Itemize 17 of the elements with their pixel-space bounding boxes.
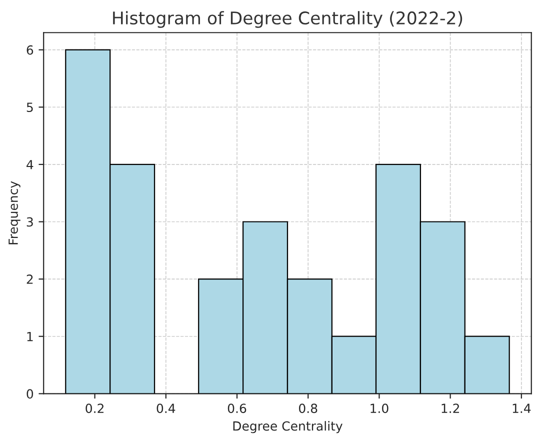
x-tick-label: 0.2 [86, 404, 104, 414]
chart-title: Histogram of Degree Centrality (2022-2) [113, 11, 462, 28]
x-axis-title: Degree Centrality [233, 421, 342, 434]
y-tick-label: 5 [26, 102, 33, 112]
x-tick-label: 0.8 [298, 404, 318, 414]
x-tick-label: 1.0 [370, 404, 388, 414]
x-tick-label: 1.4 [512, 404, 531, 413]
y-axis-title: Frequency [8, 181, 20, 244]
y-tick-label: 3 [26, 217, 33, 227]
y-tick-label: 0 [26, 389, 34, 399]
y-tick-label: 6 [26, 45, 34, 55]
x-tick-label: 0.6 [228, 404, 246, 414]
y-tick-label: 2 [26, 274, 33, 284]
y-tick-label: 1 [27, 332, 33, 342]
y-tick-label: 4 [26, 160, 34, 170]
x-tick-label: 1.2 [442, 404, 460, 413]
x-tick-label: 0.4 [156, 404, 176, 414]
